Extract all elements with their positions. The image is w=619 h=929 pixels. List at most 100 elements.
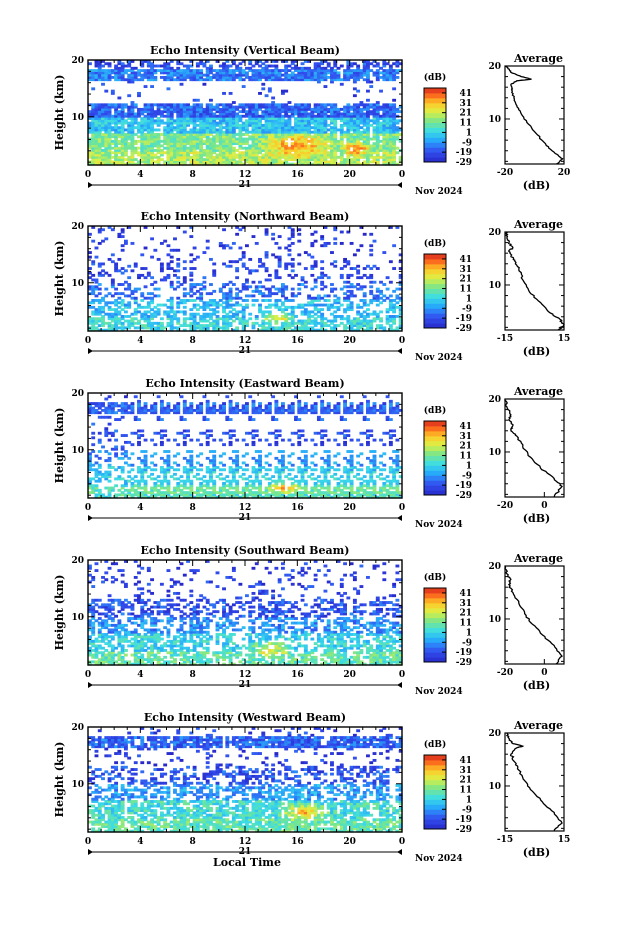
- heatmap-cell: [372, 119, 377, 123]
- heatmap-cell: [398, 62, 403, 66]
- heatmap-cell: [238, 303, 243, 307]
- heatmap-cell: [330, 121, 334, 125]
- heatmap-cell: [349, 151, 354, 155]
- heatmap-cell: [173, 153, 177, 157]
- heatmap-cell: [346, 305, 351, 309]
- heatmap-cell: [323, 78, 328, 82]
- heatmap-cell: [137, 162, 141, 166]
- heatmap-cell: [375, 294, 380, 298]
- heatmap-cell: [258, 158, 262, 162]
- heatmap-cell: [159, 440, 164, 444]
- heatmap-cell: [238, 319, 243, 323]
- heatmap-cell: [277, 139, 282, 143]
- heatmap-cell: [392, 303, 397, 307]
- heatmap-cell: [127, 440, 132, 444]
- heatmap-cell: [375, 133, 380, 136]
- heatmap-cell: [156, 121, 161, 125]
- heatmap-cell: [382, 112, 387, 116]
- heatmap-cell: [104, 408, 109, 412]
- heatmap-cell: [303, 117, 308, 120]
- heatmap-cell: [254, 69, 259, 73]
- heatmap-cell: [120, 324, 125, 328]
- heatmap-cell: [290, 324, 295, 328]
- heatmap-cell: [320, 235, 325, 239]
- heatmap-cell: [362, 315, 367, 318]
- heatmap-cell: [166, 130, 171, 134]
- heatmap-cell: [173, 488, 177, 492]
- heatmap-cell: [271, 133, 276, 136]
- heatmap-cell: [117, 301, 122, 305]
- heatmap-cell: [153, 103, 158, 107]
- heatmap-cell: [189, 142, 194, 146]
- heatmap-cell: [114, 287, 119, 291]
- heatmap-cell: [375, 296, 380, 300]
- heatmap-cell: [352, 160, 357, 164]
- heatmap-cell: [114, 66, 119, 70]
- heatmap-cell: [392, 153, 397, 157]
- heatmap-cell: [395, 130, 400, 134]
- heatmap-cell: [159, 418, 164, 421]
- heatmap-cell: [153, 493, 158, 497]
- heatmap-cell: [388, 123, 393, 127]
- heatmap-cell: [140, 133, 145, 136]
- heatmap-cell: [258, 107, 262, 111]
- heatmap-cell: [189, 75, 194, 79]
- heatmap-cell: [173, 326, 177, 330]
- heatmap-cell: [241, 312, 246, 316]
- heatmap-cell: [369, 69, 374, 73]
- heatmap-cell: [212, 301, 217, 305]
- heatmap-cell: [166, 105, 171, 109]
- heatmap-cell: [310, 244, 315, 248]
- heatmap-cell: [395, 133, 400, 136]
- heatmap-cell: [310, 264, 315, 268]
- heatmap-cell: [385, 151, 390, 155]
- heatmap-cell: [313, 123, 318, 127]
- heatmap-cell: [238, 155, 243, 159]
- heatmap-cell: [366, 135, 370, 139]
- heatmap-cell: [231, 162, 236, 166]
- heatmap-cell: [182, 133, 187, 136]
- heatmap-cell: [137, 91, 141, 95]
- heatmap-cell: [349, 75, 354, 79]
- heatmap-cell: [245, 305, 249, 309]
- heatmap-cell: [245, 278, 249, 282]
- heatmap-cell: [110, 162, 115, 166]
- heatmap-cell: [140, 292, 145, 296]
- heatmap-cell: [323, 273, 328, 277]
- heatmap-cell: [258, 64, 262, 68]
- heatmap-cell: [91, 262, 96, 266]
- heatmap-cell: [284, 160, 289, 164]
- heatmap-cell: [222, 310, 226, 314]
- heatmap-cell: [264, 135, 269, 139]
- heatmap-cell: [366, 75, 370, 79]
- heatmap-cell: [310, 142, 315, 146]
- heatmap-cell: [323, 160, 328, 164]
- heatmap-cell: [274, 69, 279, 73]
- heatmap-cell: [140, 406, 145, 410]
- heatmap-cell: [366, 78, 370, 82]
- heatmap-cell: [372, 110, 377, 114]
- heatmap-cell: [287, 117, 292, 120]
- heatmap-cell: [352, 123, 357, 127]
- heatmap-cell: [346, 303, 351, 307]
- heatmap-cell: [195, 283, 200, 286]
- heatmap-cell: [287, 324, 292, 328]
- heatmap-cell: [343, 308, 347, 312]
- heatmap-cell: [267, 289, 272, 293]
- heatmap-cell: [369, 155, 374, 159]
- heatmap-cell: [228, 155, 233, 159]
- heatmap-cell: [88, 103, 92, 107]
- heatmap-cell: [222, 91, 226, 95]
- heatmap-cell: [222, 137, 226, 141]
- heatmap-cell: [366, 328, 370, 332]
- heatmap-cell: [316, 296, 321, 300]
- heatmap-cell: [346, 260, 351, 264]
- heatmap-cell: [254, 71, 259, 75]
- heatmap-cell: [346, 114, 351, 118]
- heatmap-cell: [375, 126, 380, 130]
- heatmap-cell: [94, 64, 99, 68]
- heatmap-cell: [356, 89, 361, 93]
- heatmap-cell: [264, 69, 269, 73]
- heatmap-cell: [267, 117, 272, 120]
- heatmap-cell: [369, 326, 374, 330]
